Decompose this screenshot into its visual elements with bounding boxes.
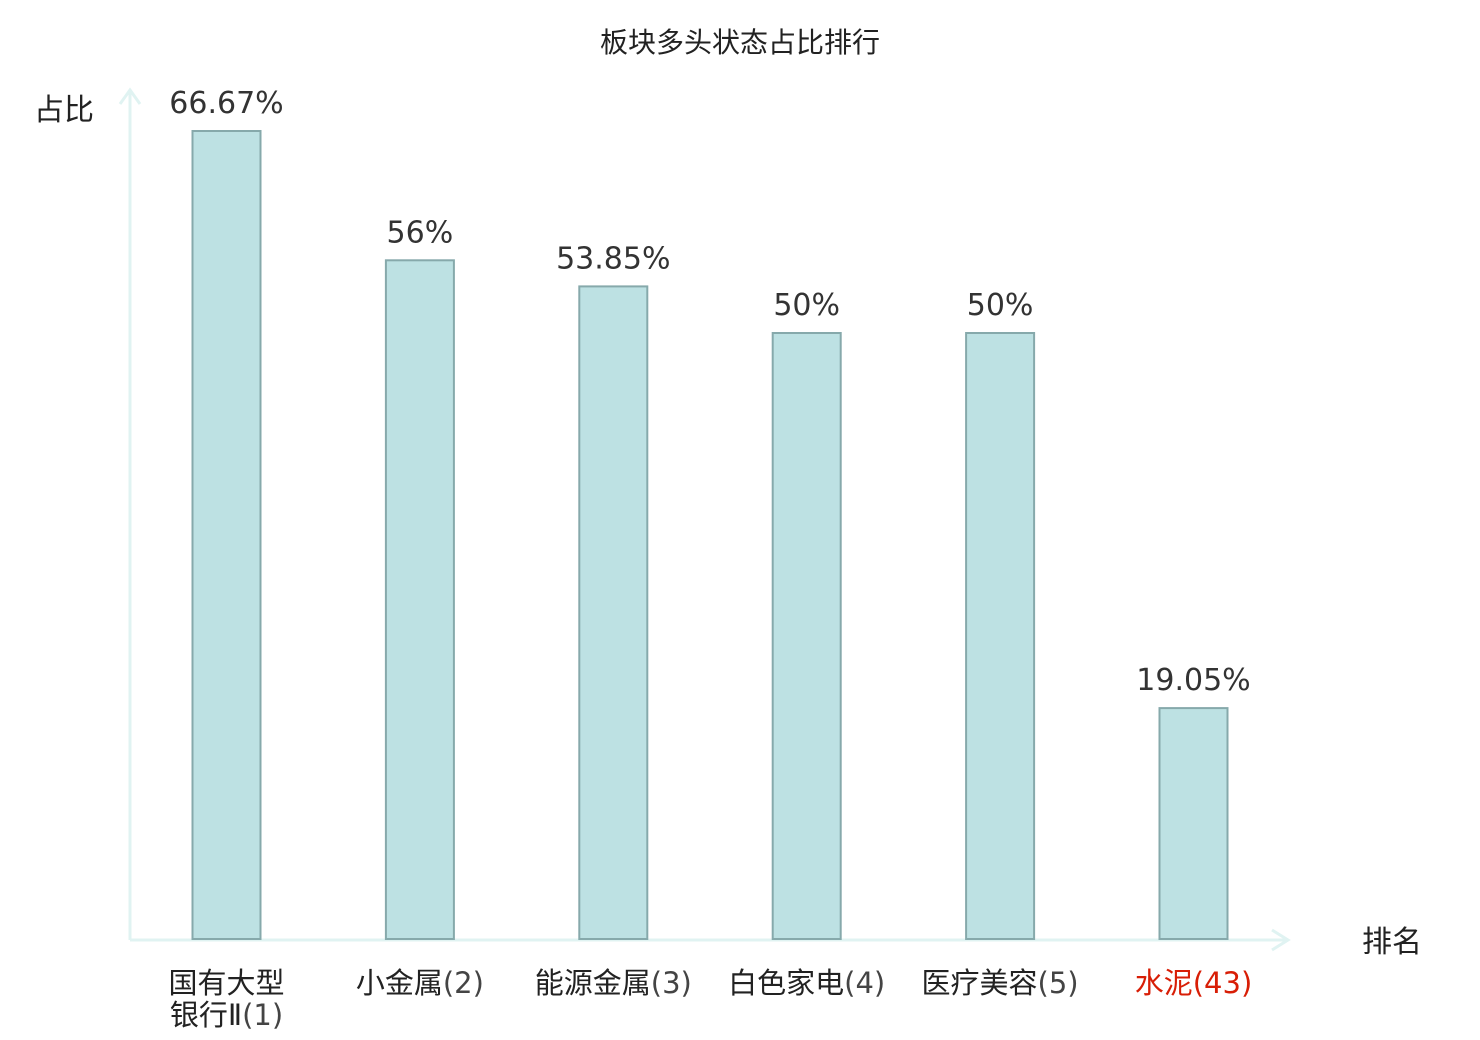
value-label-4: 50% <box>773 288 840 323</box>
category-label-6: 水泥(43) <box>1135 966 1253 1000</box>
category-rank: (3) <box>651 966 692 1000</box>
category-rank: (4) <box>844 966 885 1000</box>
category-name-line: 医疗美容(5) <box>922 966 1079 1000</box>
value-label-6: 19.05% <box>1136 663 1250 698</box>
value-label-3: 53.85% <box>556 241 670 276</box>
category-labels-group: 国有大型银行Ⅱ(1) 小金属(2) 能源金属(3) 白色家电(4) 医疗美容(5) 水泥(… <box>168 966 1252 1032</box>
bars-group <box>191 130 1229 940</box>
bar-4 <box>771 332 842 940</box>
bar-3 <box>578 285 649 940</box>
category-label-5: 医疗美容(5) <box>922 966 1079 1000</box>
value-labels-group: 66.67% 56% 53.85% 50% 50% 19.05% <box>169 86 1250 698</box>
value-label-1: 66.67% <box>169 86 283 121</box>
value-label-5: 50% <box>967 288 1034 323</box>
category-rank: (43) <box>1193 966 1253 1000</box>
y-axis-arrow <box>118 87 142 105</box>
bar-5 <box>965 332 1036 940</box>
category-label-3: 能源金属(3) <box>535 966 692 1000</box>
y-axis-label: 占比 <box>34 93 94 128</box>
bar-6 <box>1158 707 1229 940</box>
bar-1 <box>191 130 262 940</box>
category-label-4: 白色家电(4) <box>728 966 885 1000</box>
category-name-line: 国有大型 <box>168 966 284 1000</box>
category-rank: (1) <box>242 998 283 1032</box>
x-axis-label: 排名 <box>1362 925 1422 960</box>
category-name-line: 小金属(2) <box>356 966 484 1000</box>
category-name-line: 银行Ⅱ(1) <box>170 998 283 1032</box>
chart-title: 板块多头状态占比排行 <box>600 26 880 59</box>
category-rank: (5) <box>1038 966 1079 1000</box>
category-name-line: 白色家电(4) <box>728 966 885 1000</box>
bar-2 <box>384 259 455 940</box>
category-label-1: 国有大型银行Ⅱ(1) <box>168 966 284 1032</box>
category-label-2: 小金属(2) <box>356 966 484 1000</box>
category-name-line: 水泥(43) <box>1135 966 1253 1000</box>
x-axis-arrow <box>1271 928 1291 952</box>
category-name-line: 能源金属(3) <box>535 966 692 1000</box>
axes <box>118 87 1291 952</box>
value-label-2: 56% <box>387 215 454 250</box>
category-rank: (2) <box>443 966 484 1000</box>
